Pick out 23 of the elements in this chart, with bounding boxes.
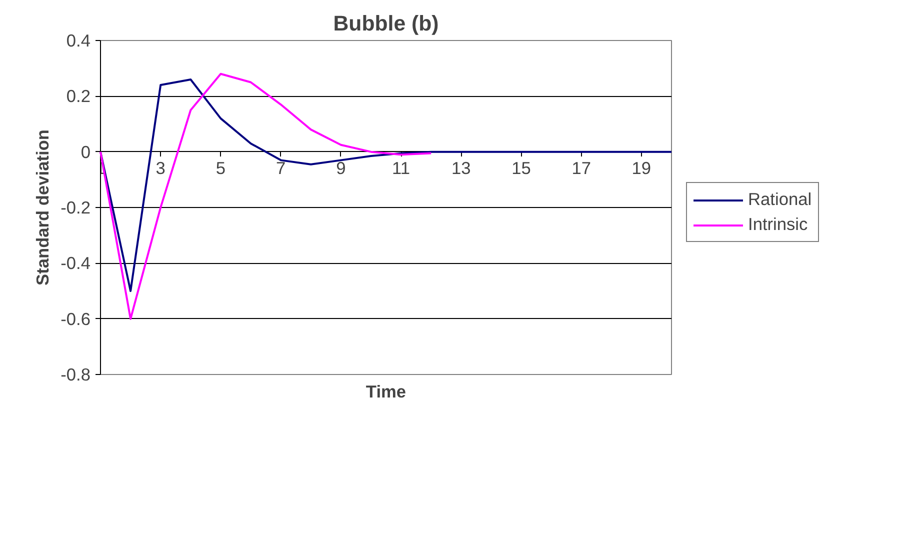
legend-label: Rational xyxy=(748,189,812,210)
chart-title: Bubble (b) xyxy=(333,12,439,36)
y-tick-label: 0.2 xyxy=(66,86,91,106)
y-tick-label: -0.2 xyxy=(60,198,90,218)
x-tick-label: 3 xyxy=(156,158,166,178)
y-tick-label: -0.4 xyxy=(60,253,91,274)
y-axis-title: Standard deviation xyxy=(32,130,53,286)
y-tick-label: -0.8 xyxy=(60,364,90,384)
y-tick-label: 0.4 xyxy=(66,30,91,50)
legend-label: Intrinsic xyxy=(748,214,808,235)
line-series xyxy=(100,78,672,292)
x-tick-label: 9 xyxy=(336,158,346,178)
x-tick-label: 17 xyxy=(572,158,591,178)
line-series xyxy=(100,72,432,320)
y-tick-label: 0 xyxy=(80,142,91,162)
x-tick-label: 11 xyxy=(392,158,410,178)
x-tick-label: 5 xyxy=(216,158,226,178)
x-tick-label: 19 xyxy=(632,158,652,178)
y-tick-label: -0.6 xyxy=(60,308,90,329)
x-axis-title: Time xyxy=(366,382,406,402)
x-tick-label: 15 xyxy=(512,158,531,178)
x-tick-label: 13 xyxy=(451,158,471,178)
x-tick-label: 7 xyxy=(276,158,286,178)
